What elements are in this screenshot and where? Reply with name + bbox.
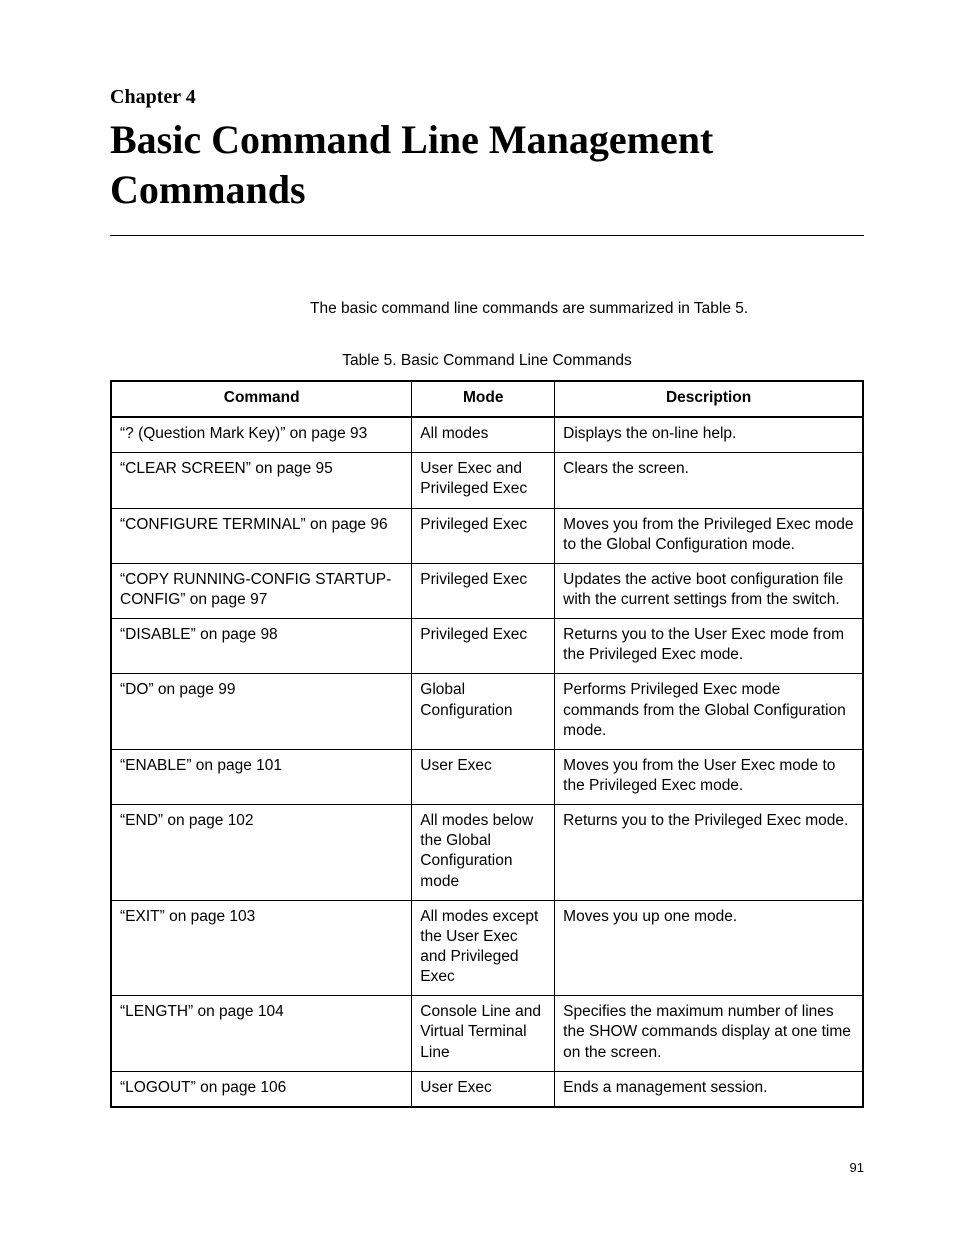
cell-description: Clears the screen.: [555, 453, 863, 508]
cell-mode: Privileged Exec: [412, 619, 555, 674]
chapter-title: Basic Command Line Management Commands: [110, 115, 864, 236]
table-row: “CLEAR SCREEN” on page 95 User Exec and …: [111, 453, 863, 508]
table-header-row: Command Mode Description: [111, 381, 863, 417]
cell-command: “ENABLE” on page 101: [111, 749, 412, 804]
cell-mode: User Exec and Privileged Exec: [412, 453, 555, 508]
page-number: 91: [850, 1160, 864, 1175]
cell-command: “COPY RUNNING-CONFIG STARTUP-CONFIG” on …: [111, 563, 412, 618]
table-row: “EXIT” on page 103 All modes except the …: [111, 900, 863, 996]
table-row: “CONFIGURE TERMINAL” on page 96 Privileg…: [111, 508, 863, 563]
cell-mode: Console Line and Virtual Terminal Line: [412, 996, 555, 1071]
col-header-description: Description: [555, 381, 863, 417]
chapter-label: Chapter 4: [110, 86, 864, 109]
cell-command: “EXIT” on page 103: [111, 900, 412, 996]
cell-command: “END” on page 102: [111, 805, 412, 901]
cell-mode: Global Configuration: [412, 674, 555, 749]
cell-command: “CLEAR SCREEN” on page 95: [111, 453, 412, 508]
cell-description: Returns you to the Privileged Exec mode.: [555, 805, 863, 901]
cell-mode: Privileged Exec: [412, 508, 555, 563]
cell-description: Returns you to the User Exec mode from t…: [555, 619, 863, 674]
cell-mode: Privileged Exec: [412, 563, 555, 618]
cell-description: Specifies the maximum number of lines th…: [555, 996, 863, 1071]
table-row: “? (Question Mark Key)” on page 93 All m…: [111, 417, 863, 453]
table-caption: Table 5. Basic Command Line Commands: [110, 352, 864, 370]
cell-mode: All modes below the Global Configuration…: [412, 805, 555, 901]
cell-mode: All modes: [412, 417, 555, 453]
cell-description: Moves you from the Privileged Exec mode …: [555, 508, 863, 563]
cell-description: Moves you up one mode.: [555, 900, 863, 996]
cell-description: Updates the active boot configuration fi…: [555, 563, 863, 618]
table-row: “ENABLE” on page 101 User Exec Moves you…: [111, 749, 863, 804]
cell-description: Moves you from the User Exec mode to the…: [555, 749, 863, 804]
col-header-command: Command: [111, 381, 412, 417]
commands-table: Command Mode Description “? (Question Ma…: [110, 380, 864, 1108]
cell-mode: All modes except the User Exec and Privi…: [412, 900, 555, 996]
cell-command: “LOGOUT” on page 106: [111, 1071, 412, 1107]
cell-description: Displays the on-line help.: [555, 417, 863, 453]
table-row: “DISABLE” on page 98 Privileged Exec Ret…: [111, 619, 863, 674]
cell-command: “DO” on page 99: [111, 674, 412, 749]
col-header-mode: Mode: [412, 381, 555, 417]
table-row: “LOGOUT” on page 106 User Exec Ends a ma…: [111, 1071, 863, 1107]
intro-text: The basic command line commands are summ…: [310, 300, 864, 318]
cell-command: “DISABLE” on page 98: [111, 619, 412, 674]
cell-description: Performs Privileged Exec mode commands f…: [555, 674, 863, 749]
cell-command: “CONFIGURE TERMINAL” on page 96: [111, 508, 412, 563]
table-row: “COPY RUNNING-CONFIG STARTUP-CONFIG” on …: [111, 563, 863, 618]
cell-description: Ends a management session.: [555, 1071, 863, 1107]
cell-command: “? (Question Mark Key)” on page 93: [111, 417, 412, 453]
cell-mode: User Exec: [412, 749, 555, 804]
table-row: “LENGTH” on page 104 Console Line and Vi…: [111, 996, 863, 1071]
cell-command: “LENGTH” on page 104: [111, 996, 412, 1071]
table-row: “DO” on page 99 Global Configuration Per…: [111, 674, 863, 749]
cell-mode: User Exec: [412, 1071, 555, 1107]
table-row: “END” on page 102 All modes below the Gl…: [111, 805, 863, 901]
